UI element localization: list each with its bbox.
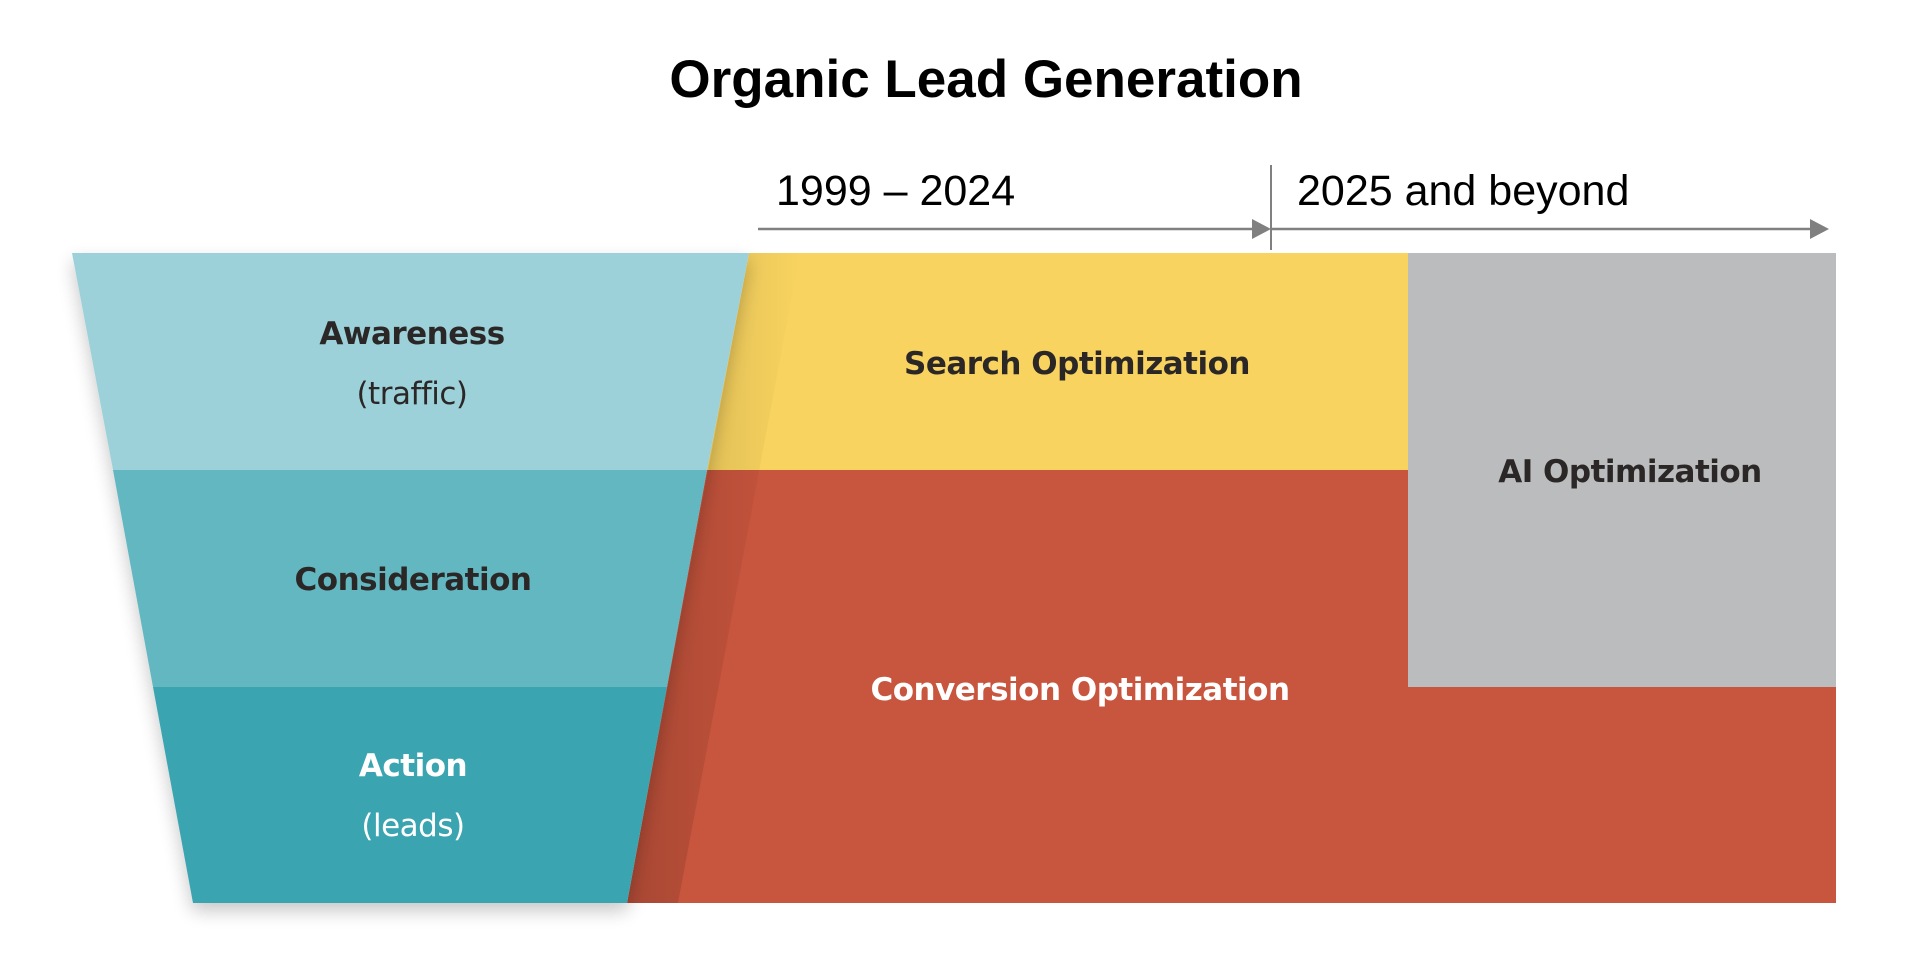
stage-title: Action	[358, 748, 468, 784]
conversion-optimization-label: Conversion Optimization	[870, 672, 1290, 708]
stage-subtitle: (leads)	[361, 808, 465, 844]
funnel-stage-awareness	[72, 253, 749, 470]
timeline-arrows	[758, 165, 1829, 250]
arrowhead-icon	[1252, 219, 1271, 239]
stage-subtitle: (traffic)	[356, 376, 468, 412]
timeline-period-2025-beyond: 2025 and beyond	[1297, 167, 1630, 215]
ai-optimization-label: AI Optimization	[1498, 454, 1762, 490]
arrowhead-icon	[1810, 219, 1829, 239]
funnel-label-action: Action (leads)	[358, 746, 468, 846]
search-optimization-block	[707, 253, 1408, 470]
funnel-edge-shadow	[627, 253, 800, 903]
search-optimization-label: Search Optimization	[904, 346, 1251, 382]
funnel-stage-action	[153, 687, 667, 903]
funnel	[72, 253, 749, 903]
funnel-stage-consideration	[113, 470, 707, 687]
timeline-period-1999-2024: 1999 – 2024	[776, 167, 1016, 215]
conversion-optimization-block	[627, 470, 1836, 903]
stage-title: Awareness	[319, 316, 505, 352]
ai-optimization-block	[1408, 253, 1836, 687]
diagram-title: Organic Lead Generation	[669, 50, 1303, 109]
stage-title: Consideration	[294, 562, 532, 598]
funnel-label-awareness: Awareness (traffic)	[319, 314, 505, 414]
funnel-label-consideration: Consideration	[295, 560, 532, 600]
